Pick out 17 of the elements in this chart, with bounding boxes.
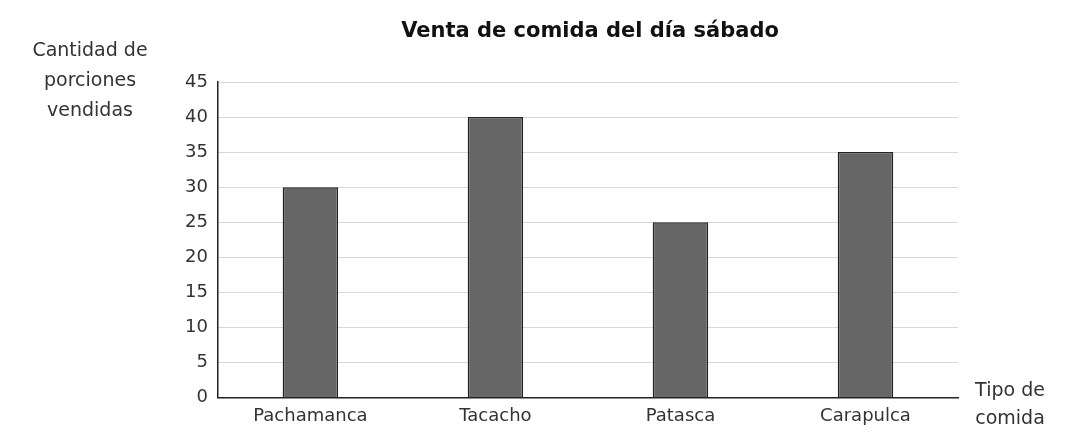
y-tick-label: 15 [185, 279, 208, 301]
y-tick-label: 40 [185, 104, 208, 126]
x-axis-title: Tipo de comida [974, 377, 1046, 430]
y-tick-label: 35 [185, 139, 208, 161]
chart-title: Venta de comida del día sábado [400, 18, 780, 42]
x-tick-label: Carapulca [820, 403, 911, 425]
x-tick-label: Tacacho [458, 403, 532, 425]
y-tick-label: 10 [185, 314, 208, 336]
y-tick-label: 5 [196, 350, 208, 372]
y-tick-label: 20 [185, 244, 208, 266]
y-tick-label: 45 [185, 69, 208, 91]
y-tick-label: 25 [185, 209, 208, 231]
y-tick-label: 0 [196, 385, 208, 407]
y-axis-title: Cantidad de porciones vendidas [31, 37, 149, 122]
x-tick-label: Pachamanca [253, 403, 368, 425]
y-tick-label: 30 [185, 174, 208, 196]
x-tick-label: Patasca [645, 403, 716, 425]
